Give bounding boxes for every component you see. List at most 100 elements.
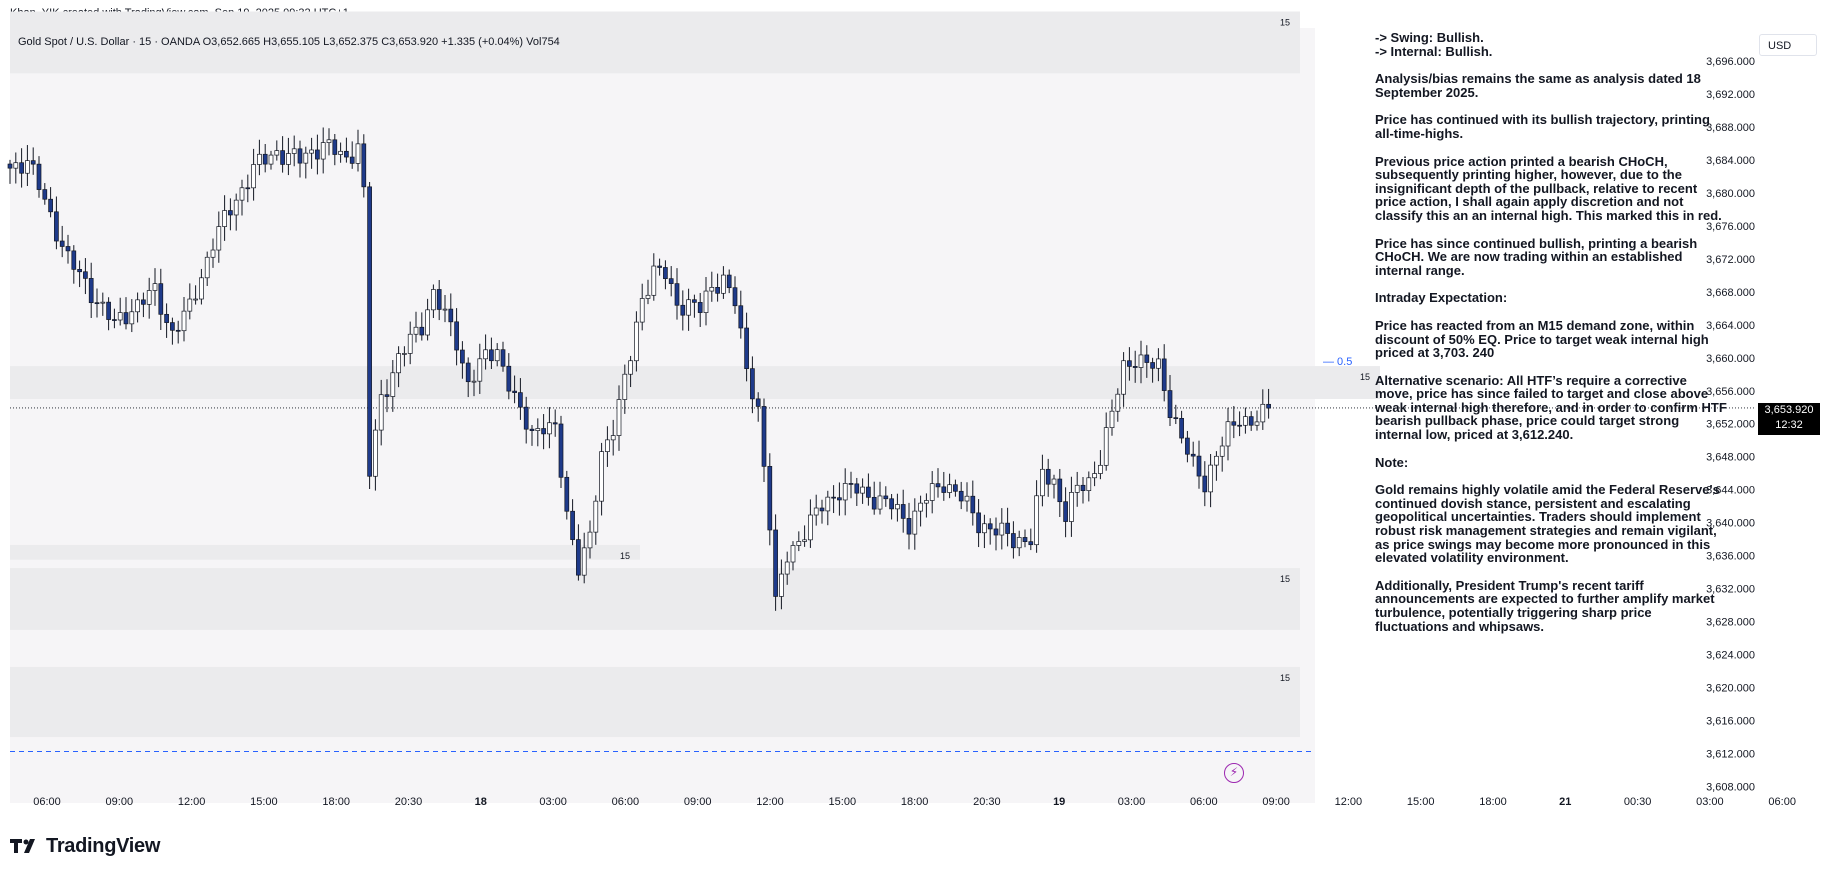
candle	[842, 468, 848, 516]
candle	[581, 532, 587, 584]
candle	[309, 137, 314, 169]
candle	[779, 559, 784, 610]
candle	[941, 471, 947, 501]
price-tick-label: 3,612.000	[1706, 749, 1755, 761]
candle	[750, 356, 755, 414]
candle	[349, 141, 355, 169]
candle	[634, 311, 639, 372]
time-tick-label: 06:00	[612, 796, 640, 808]
candle	[605, 426, 610, 467]
candle	[175, 320, 181, 344]
time-tick-label: 20:30	[395, 796, 423, 808]
candle	[407, 321, 413, 365]
time-tick-label: 15:00	[250, 796, 278, 808]
candle	[813, 494, 819, 526]
time-axis[interactable]: 06:00 09:00 12:00 15:00 18:00 20:30 18 03:00 06:…	[33, 796, 1796, 808]
time-tick-label: 21	[1559, 796, 1571, 808]
candle	[831, 485, 836, 514]
last-price-tag: 3,653.920 12:32	[1758, 403, 1820, 435]
supply-demand-zones: 15 15 15 15 15	[10, 11, 1380, 738]
candle	[1260, 389, 1266, 430]
candle	[500, 341, 506, 372]
candle	[384, 379, 390, 413]
candle	[1266, 388, 1271, 419]
time-tick-label: 18:00	[322, 796, 350, 808]
price-axis[interactable]: 3,696.000 3,692.000 3,688.000 3,684.000 3,68…	[1706, 56, 1755, 794]
candle	[222, 195, 227, 241]
time-tick-label: 03:00	[1696, 796, 1724, 808]
candle	[390, 360, 396, 412]
price-tick-label: 3,664.000	[1706, 320, 1755, 332]
candle	[315, 134, 320, 175]
candle	[332, 134, 338, 166]
candle	[692, 294, 697, 318]
candle	[25, 145, 30, 187]
candle	[135, 292, 140, 323]
bar-countdown: 12:32	[1775, 419, 1803, 431]
reference-lines	[10, 407, 1755, 753]
candle	[123, 297, 129, 330]
time-tick-label: 09:00	[684, 796, 712, 808]
candle	[193, 285, 198, 305]
candle	[268, 150, 274, 170]
candle	[1045, 458, 1051, 497]
candle	[471, 369, 477, 397]
time-tick-label: 12:00	[178, 796, 206, 808]
time-tick-label: 03:00	[539, 796, 567, 808]
candle	[877, 481, 883, 515]
candle	[918, 495, 923, 527]
candle	[88, 262, 94, 319]
candle	[1016, 530, 1022, 557]
currency-selector[interactable]: USD	[1759, 34, 1817, 56]
candle	[721, 266, 726, 299]
candle	[454, 308, 459, 366]
candle	[1103, 412, 1109, 471]
candle	[228, 198, 233, 231]
candle	[199, 268, 204, 305]
candle	[1127, 347, 1132, 381]
analysis-paragraph: Analysis/bias remains the same as analys…	[1375, 71, 1701, 100]
lightning-icon[interactable]: ⚡	[1224, 763, 1244, 783]
price-tick-label: 3,640.000	[1706, 518, 1755, 530]
candle	[523, 396, 529, 444]
zone-timeframe-label: 15	[1280, 673, 1290, 683]
candle	[854, 477, 860, 506]
candle	[251, 148, 256, 201]
price-tick-label: 3,628.000	[1706, 617, 1755, 629]
candle	[709, 271, 715, 302]
candle	[1156, 348, 1161, 382]
candle	[726, 269, 732, 294]
candle	[65, 234, 71, 264]
candle	[1225, 407, 1231, 461]
price-tick-label: 3,688.000	[1706, 122, 1755, 134]
candle	[1150, 357, 1155, 383]
tradingview-logo[interactable]: TradingView	[10, 834, 160, 858]
candle	[146, 277, 152, 319]
ohlc-legend: Gold Spot / U.S. Dollar · 15 · OANDA O3,…	[18, 36, 560, 48]
candle	[83, 258, 88, 295]
candle	[1208, 454, 1213, 508]
candle	[686, 288, 691, 331]
candle	[964, 482, 970, 512]
candle	[982, 514, 987, 549]
analysis-note: -> Swing: Bullish. -> Internal: Bullish. A…	[1375, 31, 1727, 647]
candle	[506, 353, 512, 400]
candle	[1121, 352, 1126, 407]
candle	[1219, 436, 1225, 472]
candle	[413, 311, 419, 343]
candle	[326, 128, 332, 156]
zone	[10, 366, 1380, 400]
time-tick-label: 06:00	[1190, 796, 1218, 808]
candle	[1173, 404, 1179, 425]
candle	[999, 508, 1005, 550]
candle	[1051, 474, 1057, 499]
candle	[1237, 411, 1242, 437]
candle	[1092, 461, 1097, 487]
candle	[1098, 450, 1103, 480]
candle	[71, 245, 77, 284]
candle	[860, 478, 865, 504]
time-tick-label: 09:00	[1262, 796, 1290, 808]
candle	[280, 136, 285, 173]
candle	[112, 308, 117, 329]
